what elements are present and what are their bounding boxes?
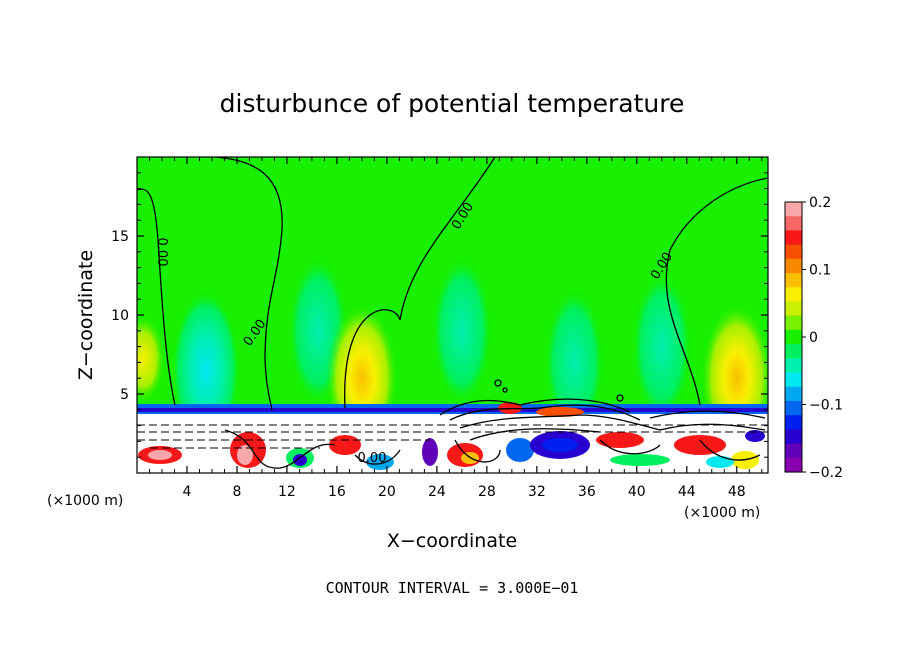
x-tick-label: 48	[728, 484, 746, 500]
colorbar-swatch	[785, 400, 802, 416]
x-tick-label: 12	[278, 484, 296, 500]
x-tick-label: 32	[528, 484, 546, 500]
y-axis: 5 10 15	[111, 172, 768, 458]
x-unit-label-left: (×1000 m)	[47, 493, 123, 509]
chart-title: disturbunce of potential temperature	[220, 89, 685, 118]
x-tick-label: 36	[578, 484, 596, 500]
contour-interval-note: CONTOUR INTERVAL = 3.000E−01	[326, 579, 579, 597]
colorbar-swatch	[785, 216, 802, 232]
x-axis: 4 8 12 16 20 24 28 32 36 40 44 48	[148, 157, 763, 500]
x-tick-label: 4	[183, 484, 192, 500]
colorbar-swatch	[785, 457, 802, 473]
colorbar-swatch	[785, 244, 802, 260]
colorbar-tick-label: −0.2	[809, 465, 843, 481]
colorbar-swatch	[785, 358, 802, 374]
colorbar-tick-label: 0.2	[809, 195, 831, 211]
y-tick-label: 15	[111, 229, 129, 245]
colorbar-swatch	[785, 273, 802, 288]
cool-anomaly-4	[631, 271, 692, 422]
boundary-layer	[137, 402, 768, 473]
colorbar-swatch	[785, 315, 802, 331]
colorbar-swatch	[785, 230, 802, 246]
x-tick-label: 20	[378, 484, 396, 500]
colorbar-swatch	[785, 344, 802, 359]
y-axis-label: Z−coordinate	[75, 250, 97, 380]
x-tick-label: 16	[328, 484, 346, 500]
colorbar-swatch	[785, 329, 802, 345]
colorbar-tick-label: 0.1	[809, 263, 831, 279]
x-tick-label: 24	[428, 484, 446, 500]
colorbar-swatch	[785, 301, 802, 317]
colorbar-swatch	[785, 443, 802, 459]
warm-anomaly-1	[137, 314, 166, 405]
x-tick-label: 40	[628, 484, 646, 500]
contour-lines	[137, 157, 768, 469]
colorbar-swatch	[785, 386, 802, 402]
colorbar-swatch	[785, 415, 802, 430]
colorbar: 0.2 0.1 0 −0.1 −0.2	[784, 195, 843, 481]
colorbar-tick-label: 0	[809, 330, 818, 346]
x-unit-label-right: (×1000 m)	[684, 505, 760, 521]
colorbar-swatch	[785, 287, 802, 303]
x-tick-label: 44	[678, 484, 696, 500]
x-axis-label: X−coordinate	[387, 530, 517, 552]
cool-anomaly-2	[431, 255, 492, 406]
plot-field: 0.000.000.000.000.00	[137, 157, 768, 473]
x-tick-label: 28	[478, 484, 496, 500]
colorbar-swatch	[785, 202, 802, 217]
contour-label: 0.00	[358, 451, 387, 466]
colorbar-swatch	[785, 429, 802, 445]
colorbar-swatch	[785, 372, 802, 388]
y-tick-label: 5	[120, 387, 129, 403]
x-tick-label: 8	[232, 484, 241, 500]
colorbar-tick-label: −0.1	[809, 398, 843, 414]
colorbar-swatch	[785, 258, 802, 274]
contour-label: 0.00	[154, 238, 169, 267]
y-tick-label: 10	[111, 308, 129, 324]
